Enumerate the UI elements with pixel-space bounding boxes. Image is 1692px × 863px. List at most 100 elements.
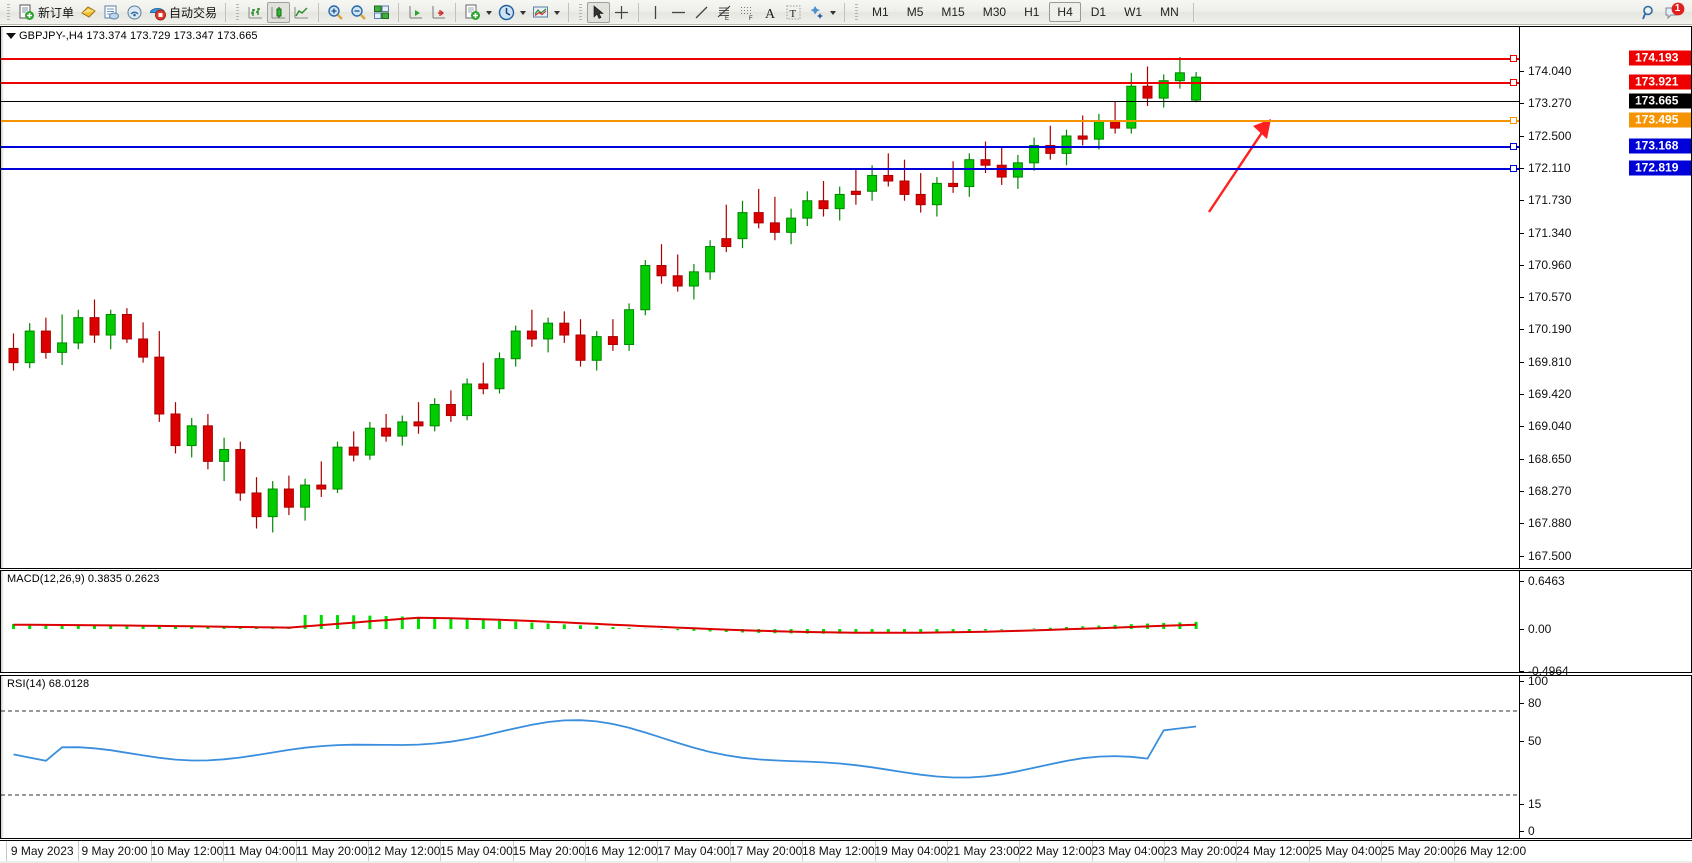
vertical-line-icon (654, 5, 657, 19)
notification-count: 1 (1674, 2, 1681, 14)
timeframe-h4[interactable]: H4 (1049, 2, 1081, 22)
search-button[interactable] (1638, 2, 1661, 23)
toolbar-separator-3 (398, 2, 400, 22)
candlestick-series (8, 57, 1271, 533)
zoom-in-icon (328, 4, 343, 20)
macd-scale[interactable]: 0.6463 0.00 -0.4964 (1519, 571, 1691, 678)
macd-pane[interactable]: MACD(12,26,9) 0.3835 0.2623 0.6463 0.00 -0… (0, 570, 1692, 678)
macd-label: MACD(12,26,9) 0.3835 0.2623 (7, 573, 160, 585)
price-plot-area[interactable] (1, 27, 1519, 568)
auto-scroll-button[interactable] (404, 2, 427, 23)
main-toolbar: 新订单 (0, 0, 1692, 25)
time-tick-label: 15 May 04:00 (440, 844, 513, 858)
indicators-button[interactable] (461, 2, 495, 23)
period-caret-icon[interactable] (520, 11, 527, 15)
time-tick-label: 15 May 20:00 (512, 844, 586, 858)
candlestick-chart-button[interactable] (267, 1, 291, 23)
rsi-left-edge (1, 676, 4, 838)
notification-badge (1671, 2, 1685, 15)
label-button[interactable]: T (782, 2, 805, 23)
svg-text:E: E (725, 16, 729, 21)
expert-advisor-button[interactable] (77, 2, 100, 23)
rsi-tick: 50 (1520, 734, 1541, 748)
indicators-caret-icon[interactable] (486, 11, 493, 15)
timeframe-h1[interactable]: H1 (1024, 5, 1040, 19)
zoom-in-button[interactable] (324, 2, 347, 23)
bullish-arrow-annotation (1208, 119, 1271, 213)
price-scale[interactable]: 174.040 173.270 172.500 172.110 171.730 171.3… (1519, 27, 1691, 568)
tile-windows-button[interactable] (370, 2, 393, 23)
timeframe-m30[interactable]: M30 (982, 5, 1007, 19)
time-tick-label: 19 May 04:00 (874, 844, 948, 858)
objects-caret-icon[interactable] (830, 11, 837, 15)
zoom-out-button[interactable] (347, 2, 370, 23)
price-tag-current-price: 173.665 (1629, 93, 1691, 109)
chart-shift-button[interactable] (427, 2, 450, 23)
vertical-line-button[interactable] (644, 2, 667, 23)
timeframe-w1[interactable]: W1 (1124, 5, 1143, 19)
period-icon (498, 4, 515, 20)
time-tick-label: 17 May 20:00 (729, 844, 803, 858)
timeframe-m5[interactable]: M5 (906, 5, 924, 19)
price-chart-pane[interactable]: GBPJPY-,H4 173.374 173.729 173.347 173.6… (0, 26, 1692, 569)
time-tick-label: 9 May 20:00 (81, 844, 148, 858)
price-tag-support-upper: 173.168 (1629, 138, 1691, 154)
toolbar-grip-4[interactable] (853, 2, 861, 22)
signals-icon (127, 5, 142, 19)
symbol-dropdown-icon[interactable] (6, 33, 16, 39)
price-tag-resistance-upper: 174.193 (1629, 50, 1691, 66)
timeframe-d1[interactable]: D1 (1090, 5, 1107, 19)
time-tick-label: 21 May 23:00 (946, 844, 1020, 858)
templates-caret-icon[interactable] (554, 11, 561, 15)
fibonacci-button[interactable]: E (713, 2, 736, 23)
price-tick: 170.570 (1520, 290, 1571, 304)
toolbar-grip[interactable] (5, 2, 12, 22)
time-tick-separator (367, 841, 369, 863)
time-tick-label: 17 May 04:00 (657, 844, 730, 858)
crosshair-button[interactable] (610, 2, 633, 23)
toolbar-grip-2[interactable] (234, 2, 242, 22)
fibonacci-icon: E (717, 5, 731, 21)
new-order-button[interactable]: 新订单 (15, 2, 77, 23)
svg-text:A: A (765, 7, 776, 21)
time-tick-label: 25 May 20:00 (1381, 844, 1454, 858)
timeframe-mn[interactable]: MN (1160, 5, 1179, 19)
trendline-icon (695, 6, 708, 18)
text-button[interactable]: A (759, 2, 782, 23)
horizontal-line-button[interactable] (667, 2, 690, 23)
price-tick: 167.880 (1520, 516, 1571, 530)
time-tick-label: 11 May 20:00 (295, 844, 368, 858)
rsi-label: RSI(14) 68.0128 (7, 678, 90, 690)
search-icon (1642, 5, 1653, 19)
cursor-button[interactable] (587, 1, 611, 23)
objects-button[interactable] (805, 2, 839, 23)
rsi-plot-area[interactable] (1, 676, 1519, 838)
time-tick-label: 10 May 12:00 (150, 844, 224, 858)
macd-tick: 0.00 (1520, 622, 1551, 636)
toolbar-grip-3[interactable] (577, 2, 585, 22)
timeframe-m15[interactable]: M15 (941, 5, 965, 19)
rsi-pane[interactable]: RSI(14) 68.0128 100 80 50 15 0 (0, 674, 1692, 839)
autotrading-button[interactable]: 自动交易 (146, 2, 220, 23)
time-tick-separator (6, 841, 7, 863)
toolbar-separator-2 (318, 2, 320, 22)
time-tick-separator (1236, 841, 1238, 863)
rsi-scale[interactable]: 100 80 50 15 0 (1519, 674, 1691, 838)
data-window-button[interactable] (100, 2, 123, 23)
time-tick-separator (150, 841, 152, 863)
time-tick-separator (295, 841, 297, 863)
channel-button[interactable]: F (736, 2, 759, 23)
signals-button[interactable] (123, 2, 146, 23)
price-tick: 171.340 (1520, 226, 1571, 240)
period-button[interactable] (495, 2, 529, 23)
trendline-button[interactable] (690, 2, 713, 23)
alerts-button[interactable]: 1 (1661, 2, 1685, 23)
time-axis[interactable]: 9 May 2023 9 May 20:00 10 May 12:00 11 May … (0, 840, 1692, 863)
templates-button[interactable] (529, 2, 563, 23)
line-chart-button[interactable] (290, 2, 313, 23)
price-tick: 172.110 (1520, 161, 1571, 175)
bar-chart-button[interactable] (244, 2, 267, 23)
macd-plot-area[interactable] (1, 571, 1519, 672)
expert-advisor-icon (81, 5, 96, 18)
timeframe-m1[interactable]: M1 (872, 5, 889, 19)
